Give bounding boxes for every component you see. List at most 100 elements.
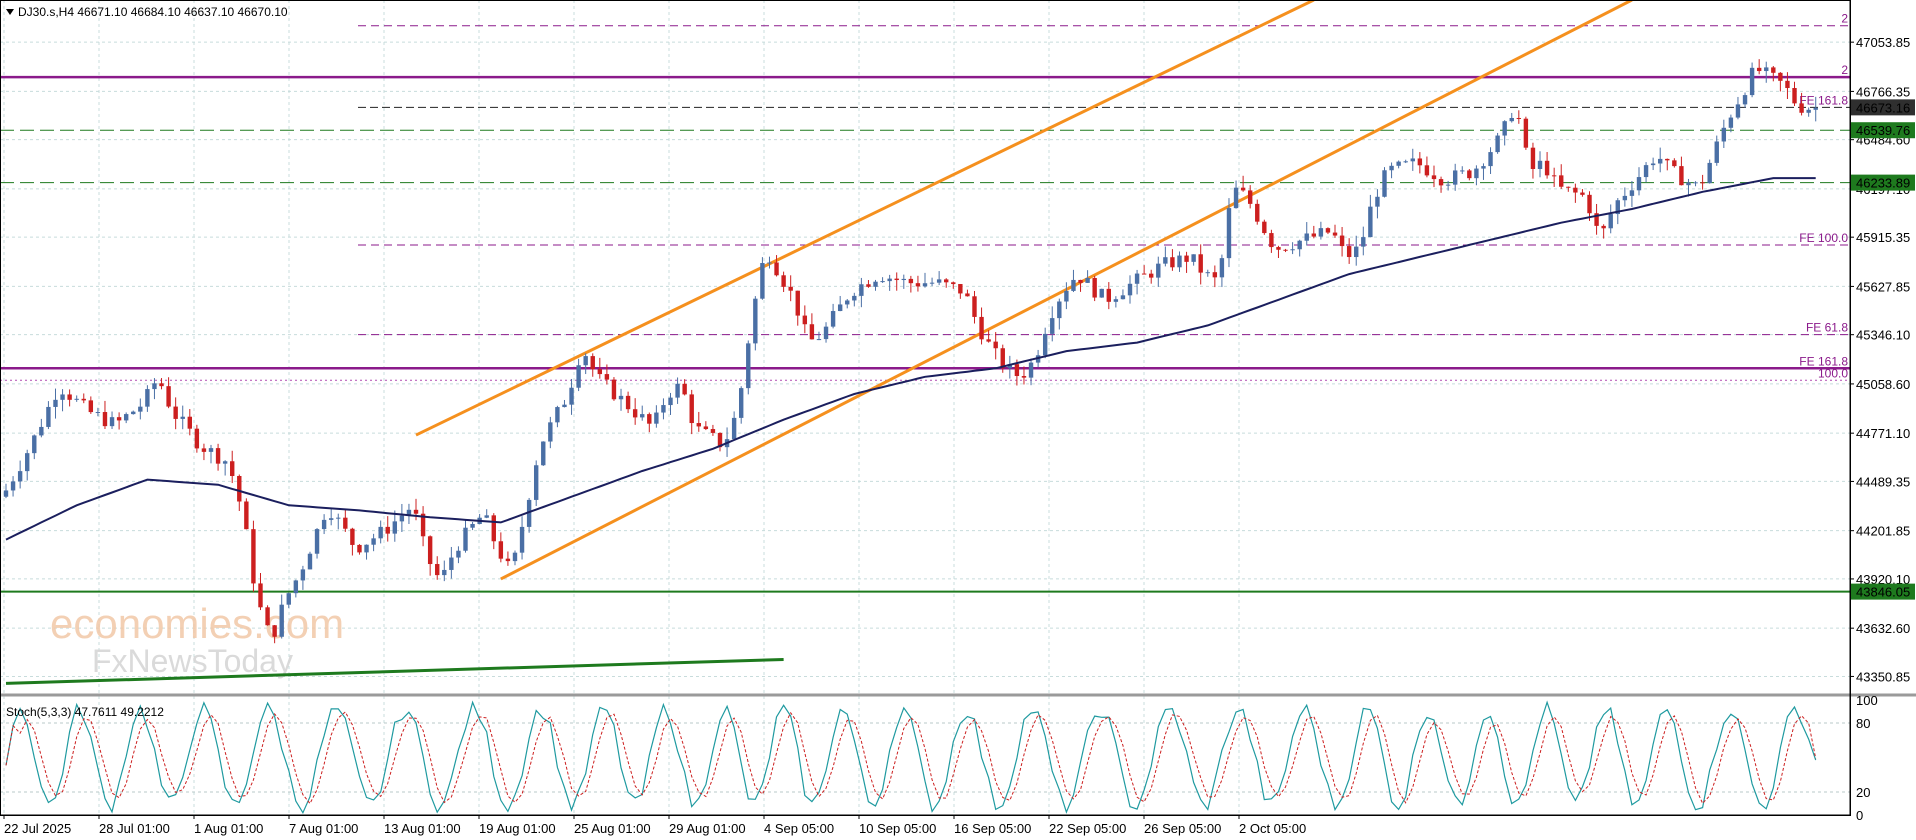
candle [915,283,921,287]
stochastic-pane [5,700,1817,814]
candle [1318,228,1324,237]
candle [293,580,299,594]
candle [1361,237,1366,247]
candle [1071,279,1076,291]
price-box [1851,99,1915,116]
candle [1276,247,1281,250]
price-level-label: 2 [1841,12,1848,26]
candle [951,282,956,285]
candle [1198,254,1203,273]
candle [1488,152,1493,167]
candle [215,448,221,464]
price-axis: 47053.8546766.3546484.6046197.1045915.35… [1849,0,1915,823]
candle [39,426,44,436]
candle [116,417,122,421]
candle [1311,233,1317,237]
candle [1064,290,1069,302]
candle [406,509,412,516]
candle [1566,186,1571,188]
candle [1290,249,1295,251]
candle [1021,376,1027,378]
candle [399,515,405,522]
chart-frame [0,0,1851,816]
candle [1502,121,1507,136]
candle [1735,104,1741,118]
x-tick-label: 1 Aug 01:00 [194,821,263,836]
x-tick-label: 13 Aug 01:00 [384,821,461,836]
candle [1495,135,1500,153]
candle [1714,141,1719,163]
candle [802,315,808,325]
candle [1085,278,1090,283]
candle [512,552,518,562]
candle [1445,184,1451,186]
price-level-label: FE 161.8 [1799,93,1848,107]
candle [1693,182,1698,184]
candle [413,509,419,514]
time-axis: 22 Jul 2025 28 Jul 01:00 1 Aug 01:00 7 Aug … [0,814,1850,836]
candle [590,356,595,370]
stoch-tick-label: 80 [1856,716,1870,731]
candle [661,405,666,413]
candle [958,284,963,294]
candle [1240,187,1246,191]
x-tick-label: 22 Jul 2025 [4,821,71,836]
candle [569,387,574,405]
candle [123,414,129,421]
price-box-label: 46233.89 [1856,176,1910,191]
candle [1622,195,1628,201]
candle [760,263,765,299]
candle [859,284,864,296]
candle [1368,206,1373,238]
candle [343,517,348,529]
y-tick-label: 43350.85 [1856,669,1910,684]
candle [1014,364,1020,377]
chart-header: DJ30.s,H4 46671.10 46684.10 46637.10 466… [6,5,288,719]
candle [449,557,454,570]
candle [703,426,709,430]
candle [1813,107,1818,110]
candle [1297,240,1302,250]
price-box-label: 46539.76 [1856,123,1910,138]
stoch-tick-label: 20 [1856,785,1870,800]
candle [194,428,200,449]
candle [1530,147,1536,169]
y-tick-label: 45058.60 [1856,377,1910,392]
candle [1587,194,1592,214]
candle [774,262,779,276]
candle [873,281,878,287]
candle [1460,170,1465,172]
moving-average-line [5,177,1816,541]
candle [1601,225,1606,229]
candle [237,475,242,502]
candle [1410,158,1415,162]
candle [3,490,9,497]
candle [541,441,546,466]
candle [1283,249,1288,251]
x-tick-label: 4 Sep 05:00 [764,821,834,836]
candle [986,339,991,342]
candle [526,499,532,527]
x-tick-label: 22 Sep 05:00 [1049,821,1126,836]
candle [731,417,737,440]
x-tick-label: 28 Jul 01:00 [99,821,170,836]
candle [625,395,631,410]
candle [314,529,320,554]
candle [753,298,758,344]
candle [1354,246,1359,258]
candle [1516,117,1522,119]
price-level-label: 2 [1841,63,1848,77]
price-box [1851,174,1915,191]
candle [1700,182,1705,184]
candle [944,279,949,283]
stoch-main-line [5,700,1817,814]
candle [1000,348,1005,369]
candle [1170,257,1175,268]
candle [1382,170,1387,197]
candle [251,529,256,584]
candle [1163,257,1168,264]
stoch-signal-line [5,711,1817,805]
